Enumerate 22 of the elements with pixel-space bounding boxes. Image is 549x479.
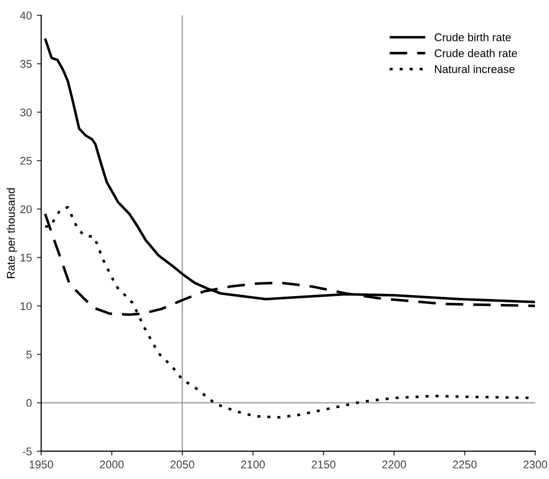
y-tick-label: -5: [22, 448, 32, 456]
x-tick-label: 1950: [30, 460, 54, 468]
y-tick-label: 30: [20, 108, 32, 116]
y-tick-label: 20: [20, 205, 32, 214]
x-tick-label: 2050: [170, 460, 194, 468]
x-tick-label: 2200: [382, 460, 406, 468]
x-tick-label: 2300: [523, 460, 548, 468]
y-axis-title: Rate per thousand: [6, 188, 18, 278]
y-tick-label: 5: [26, 350, 32, 358]
y-tick-label: 0: [26, 399, 32, 407]
y-tick-label: 15: [20, 254, 32, 262]
y-tick-label: 25: [20, 156, 32, 165]
x-tick-label: 2250: [452, 460, 477, 468]
legend-label: Crude birth rate: [434, 33, 511, 42]
x-tick-label: 2000: [100, 460, 124, 468]
y-tick-label: 40: [20, 12, 32, 20]
y-tick-label: 10: [20, 302, 32, 310]
y-tick-label: 35: [20, 60, 32, 68]
x-tick-label: 2150: [312, 460, 336, 468]
x-tick-label: 2100: [241, 460, 265, 468]
legend-label: Crude death rate: [434, 49, 518, 58]
legend-label: Natural increase: [435, 64, 515, 74]
